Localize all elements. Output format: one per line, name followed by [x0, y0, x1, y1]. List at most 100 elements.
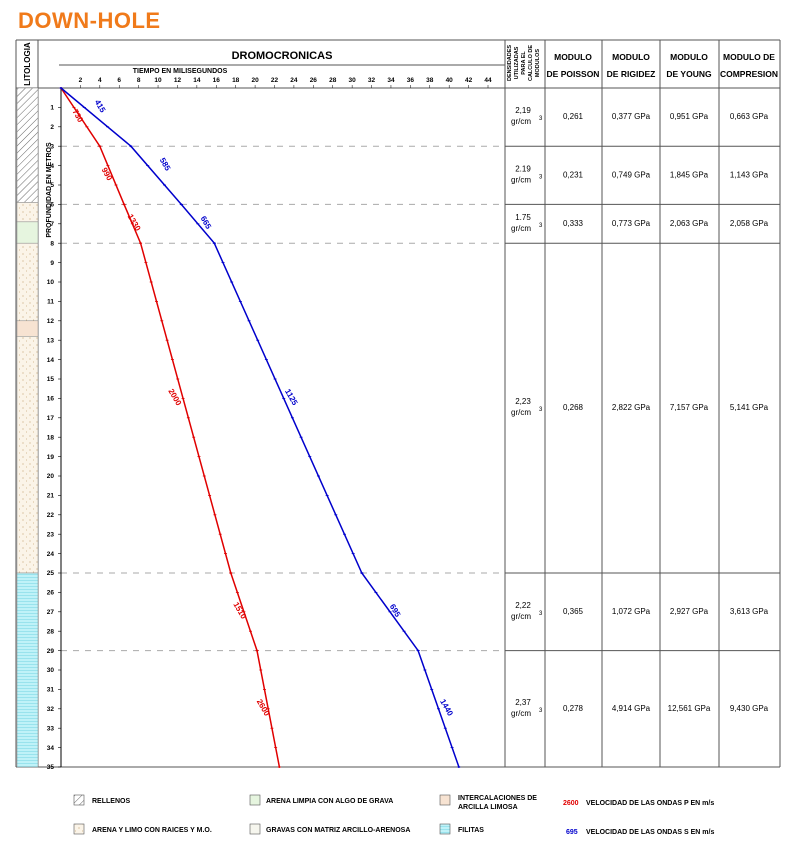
x-tick-label: 12: [174, 77, 182, 84]
poisson-header: DE POISSON: [547, 69, 600, 79]
x-tick-label: 20: [251, 77, 259, 84]
x-tick-label: 38: [426, 77, 434, 84]
lithology-layer-filitas: [16, 572, 39, 768]
y-tick-label: 9: [50, 260, 54, 267]
velocity-label: 665: [199, 215, 214, 232]
lithology-layer-arena-limo: [16, 242, 39, 322]
x-tick-label: 18: [232, 77, 240, 84]
compresion-header: MODULO DE: [723, 52, 775, 62]
density-value: 2,23: [515, 397, 531, 406]
y-tick-label: 12: [47, 318, 55, 325]
compresion-value: 1,143 GPa: [730, 170, 769, 179]
compresion-value: 3,613 GPa: [730, 607, 769, 616]
y-tick-label: 14: [47, 357, 55, 364]
x-tick-label: 8: [137, 77, 141, 84]
rigidez-value: 4,914 GPa: [612, 704, 651, 713]
y-tick-label: 32: [47, 706, 55, 713]
y-tick-label: 23: [47, 531, 55, 538]
y-tick-label: 22: [47, 512, 55, 519]
density-unit: gr/cm: [511, 612, 531, 621]
young-value: 7,157 GPa: [670, 403, 709, 412]
velocity-label: 415: [93, 98, 108, 115]
lithology-column: [16, 87, 39, 768]
x-tick-label: 24: [290, 77, 298, 84]
y-tick-label: 29: [47, 648, 55, 655]
y-tick-label: 21: [47, 493, 55, 500]
y-tick-label: 25: [47, 570, 55, 577]
y-tick-label: 28: [47, 628, 55, 635]
legend-label-arcilla-limosa: INTERCALACIONES DE: [458, 795, 537, 802]
legend-swatch-arena-limpia: [249, 794, 261, 806]
legend-label-rellenos: RELLENOS: [92, 798, 130, 805]
densidades-header: DENSIDADES UTILIZADAS PARA EL CALCULO DE…: [507, 45, 541, 81]
densidades-line: MODULOS: [535, 49, 541, 77]
y-tick-label: 3: [50, 143, 54, 150]
y-tick-label: 27: [47, 609, 55, 616]
velocity-label: 990: [100, 166, 115, 183]
page-title: DOWN-HOLE: [18, 8, 161, 33]
legend-swatch-gravas: [249, 823, 261, 835]
y-tick-label: 24: [47, 551, 55, 558]
density-exponent: 3: [539, 116, 543, 122]
x-tick-label: 2: [79, 77, 83, 84]
young-value: 12,561 GPa: [668, 704, 711, 713]
x-tick-label: 6: [117, 77, 121, 84]
y-tick-label: 6: [50, 202, 54, 209]
density-unit: gr/cm: [511, 175, 531, 184]
x-tick-label: 10: [154, 77, 162, 84]
density-exponent: 3: [539, 223, 543, 229]
young-value: 1,845 GPa: [670, 170, 709, 179]
legend-label-gravas: GRAVAS CON MATRIZ ARCILLO-ARENOSA: [266, 827, 410, 834]
legend-label-filitas: FILITAS: [458, 827, 484, 834]
tiempo-axis-label: TIEMPO EN MILISEGUNDOS: [133, 68, 228, 75]
rigidez-header: DE RIGIDEZ: [607, 69, 656, 79]
velocity-label: 695: [388, 603, 403, 620]
y-tick-label: 17: [47, 415, 55, 422]
young-value: 0,951 GPa: [670, 112, 709, 121]
y-tick-label: 11: [47, 299, 54, 306]
poisson-header: MODULO: [554, 52, 592, 62]
lithology-layer-arcilla-limosa: [16, 320, 39, 337]
lithology-layer-arena-limpia: [16, 221, 39, 244]
x-tick-label: 36: [407, 77, 415, 84]
densidades-line: CALCULO DE: [528, 45, 534, 81]
y-tick-label: 13: [47, 337, 55, 344]
velocity-label: 585: [158, 156, 173, 173]
x-tick-label: 44: [484, 77, 492, 84]
density-value: 2,37: [515, 698, 531, 707]
legend: RELLENOS ARENA LIMPIA CON ALGO DE GRAVA …: [73, 794, 714, 836]
litologia-header: LITOLOGIA: [23, 42, 32, 86]
density-unit: gr/cm: [511, 117, 531, 126]
legend-label-arcilla-limosa: ARCILLA LIMOSA: [458, 804, 518, 811]
young-value: 2,063 GPa: [670, 219, 709, 228]
young-header: MODULO: [670, 52, 708, 62]
x-tick-label: 30: [349, 77, 357, 84]
y-tick-label: 10: [47, 279, 55, 286]
density-unit: gr/cm: [511, 709, 531, 718]
density-unit: gr/cm: [511, 408, 531, 417]
legend-p-text: VELOCIDAD DE LAS ONDAS P EN m/s: [586, 800, 714, 807]
rigidez-header: MODULO: [612, 52, 650, 62]
poisson-value: 0,333: [563, 219, 584, 228]
y-tick-label: 34: [47, 745, 55, 752]
density-exponent: 3: [539, 708, 543, 714]
poisson-value: 0,365: [563, 607, 584, 616]
lithology-layer-rellenos: [16, 87, 39, 203]
velocity-label: 1330: [126, 213, 143, 233]
legend-p-example: 2600: [563, 800, 579, 807]
legend-s-example: 695: [566, 829, 578, 836]
y-tick-label: 20: [47, 473, 55, 480]
profundidad-axis-label: PROFUNDIDAD EN METROS: [46, 142, 53, 238]
poisson-value: 0,261: [563, 112, 584, 121]
y-tick-label: 2: [50, 124, 54, 131]
lithology-layer-arena-limo: [16, 202, 39, 223]
poisson-value: 0,278: [563, 704, 584, 713]
density-exponent: 3: [539, 611, 543, 617]
y-tick-label: 16: [47, 396, 55, 403]
density-exponent: 3: [539, 174, 543, 180]
chart-series: 7309901330200015102600415585665112569514…: [59, 87, 461, 768]
legend-swatch-filitas: [439, 823, 451, 835]
legend-label-arena-limo: ARENA Y LIMO CON RAICES Y M.O.: [92, 827, 212, 834]
y-tick-label: 30: [47, 667, 55, 674]
